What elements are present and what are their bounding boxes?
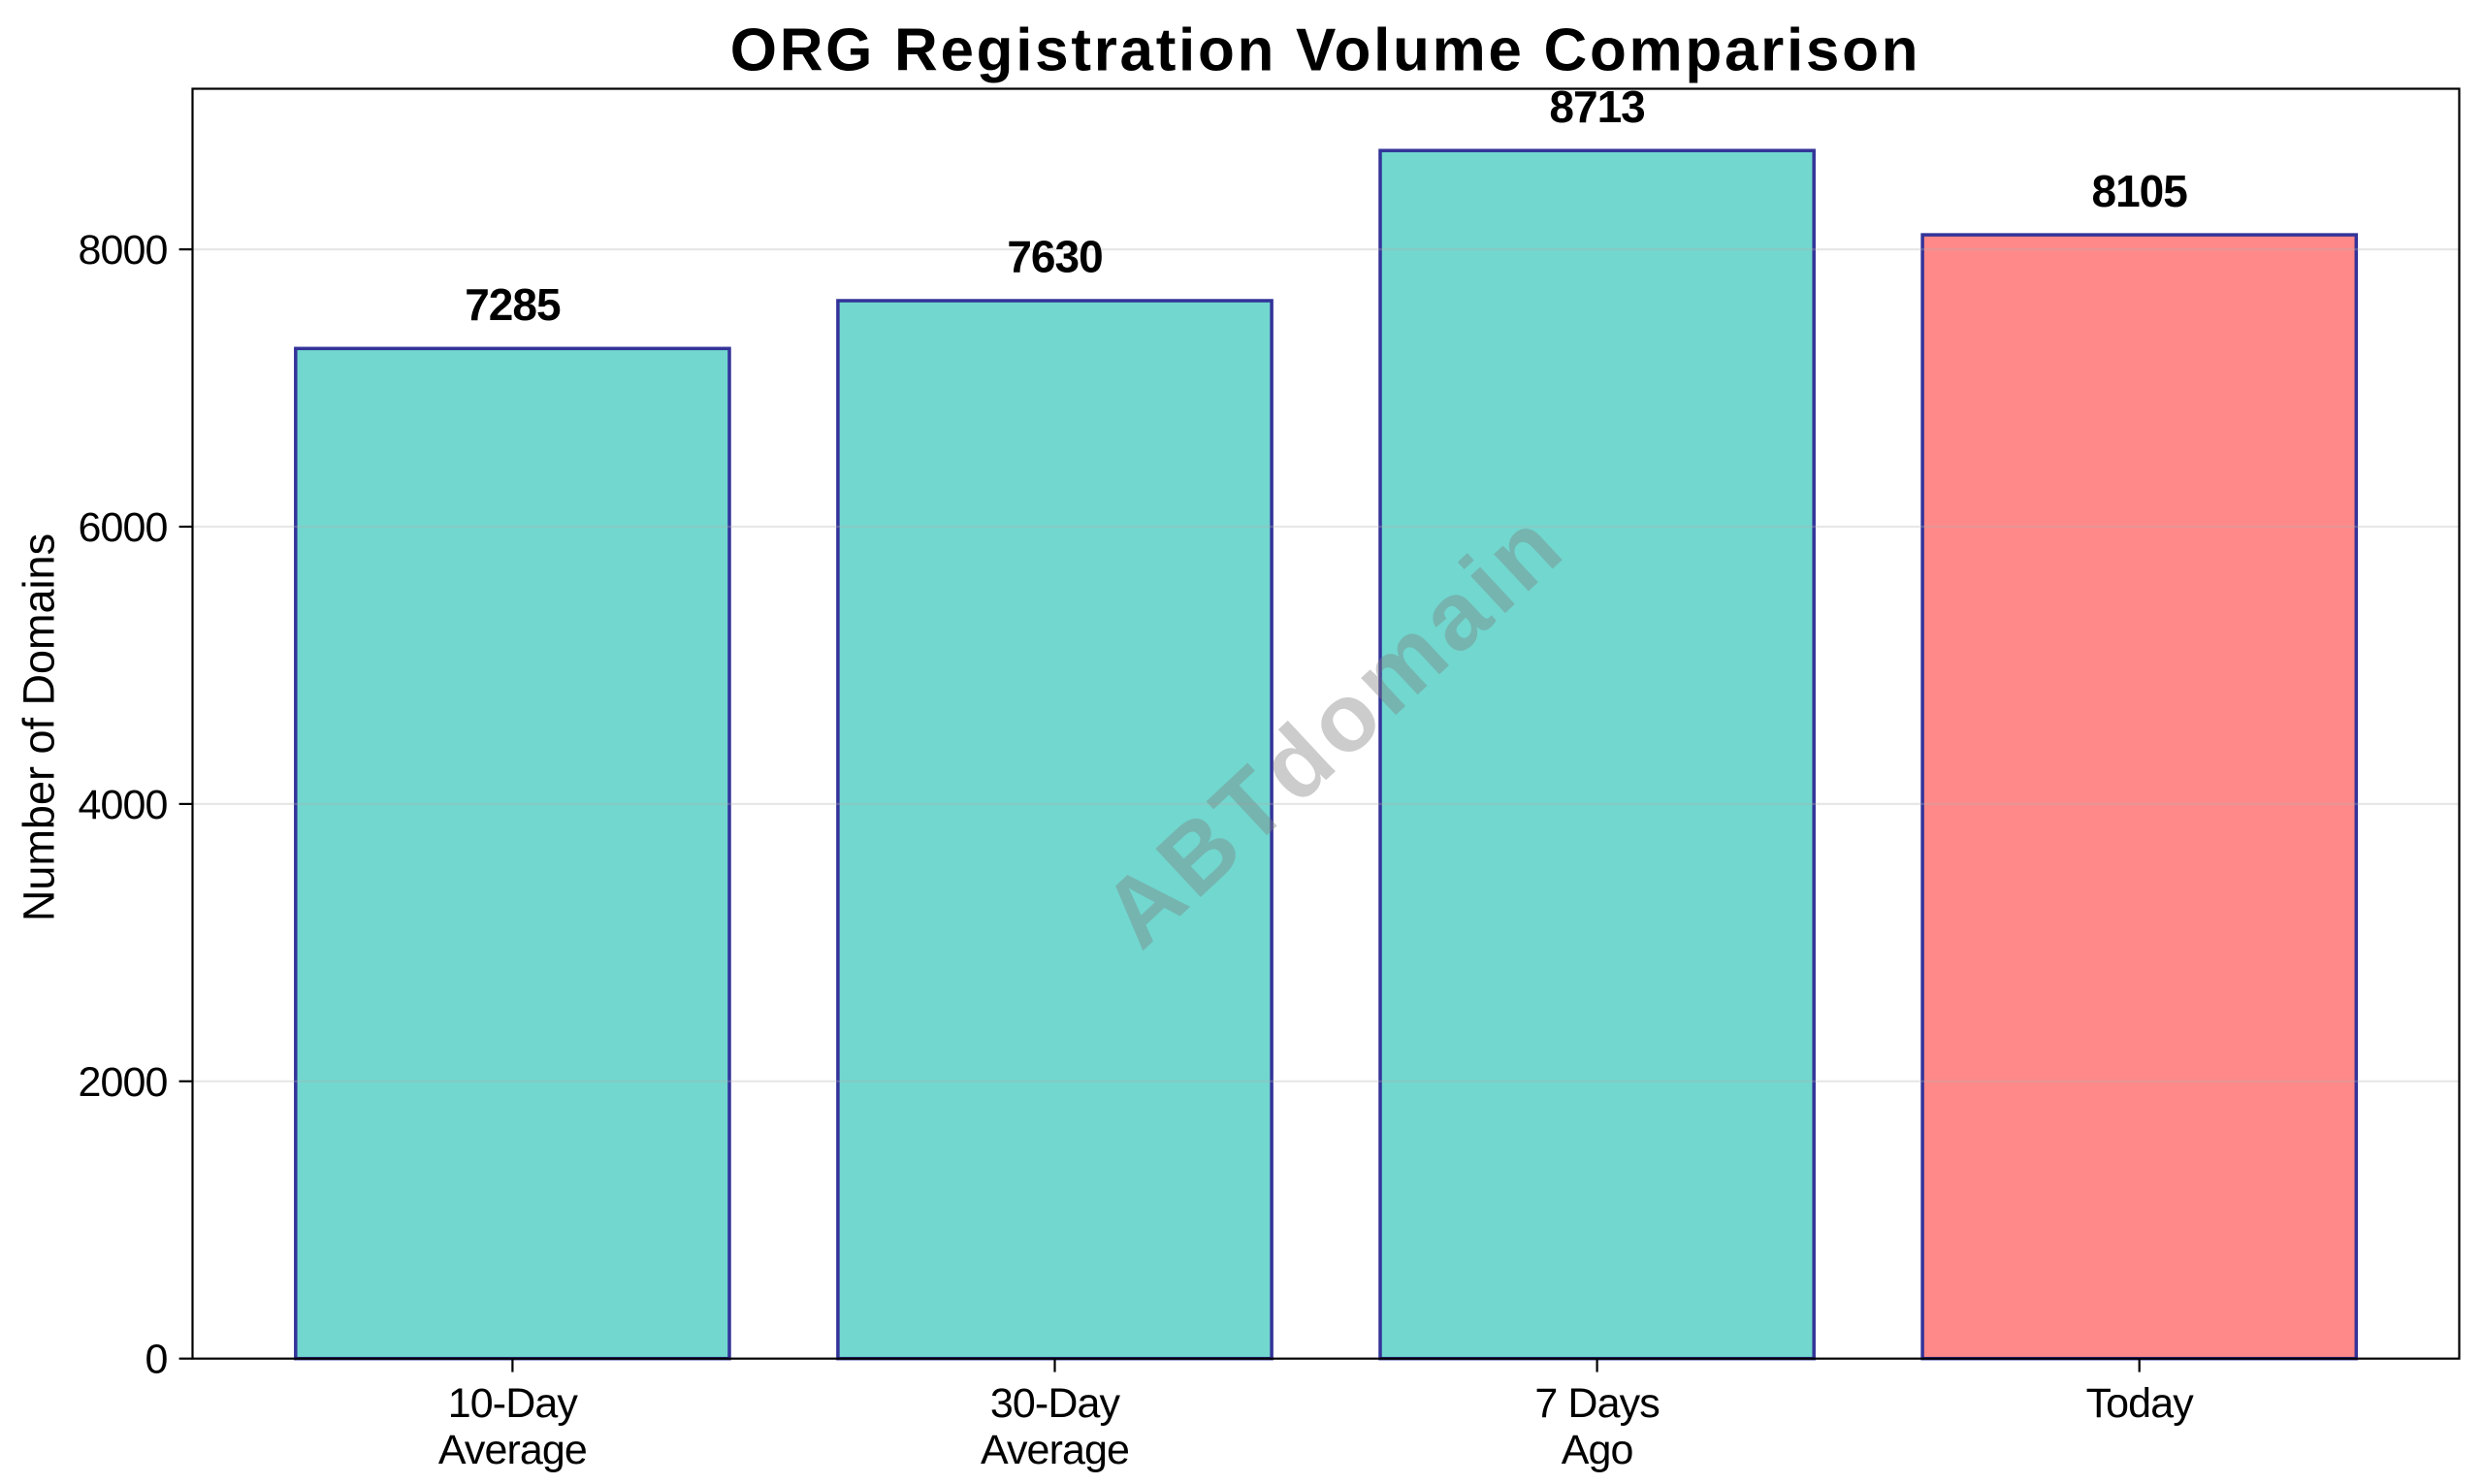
svg-text:7285: 7285 (465, 279, 561, 330)
svg-text:2000: 2000 (78, 1059, 167, 1106)
svg-text:4000: 4000 (78, 782, 167, 828)
svg-text:Today: Today (2086, 1380, 2195, 1427)
svg-text:30-Day: 30-Day (990, 1380, 1121, 1427)
svg-text:8000: 8000 (78, 227, 167, 274)
svg-text:Average: Average (981, 1427, 1129, 1473)
svg-text:7630: 7630 (1007, 232, 1102, 282)
svg-text:Average: Average (438, 1427, 587, 1473)
svg-text:ORG Registration Volume Compar: ORG Registration Volume Comparison (730, 17, 1920, 84)
svg-text:0: 0 (145, 1337, 167, 1383)
svg-text:7 Days: 7 Days (1534, 1380, 1659, 1427)
svg-text:6000: 6000 (78, 504, 167, 551)
svg-text:8105: 8105 (2092, 166, 2188, 216)
svg-text:Number of Domains: Number of Domains (15, 533, 64, 921)
svg-text:10-Day: 10-Day (448, 1380, 579, 1427)
svg-text:Ago: Ago (1562, 1427, 1633, 1473)
svg-text:8713: 8713 (1549, 81, 1644, 132)
